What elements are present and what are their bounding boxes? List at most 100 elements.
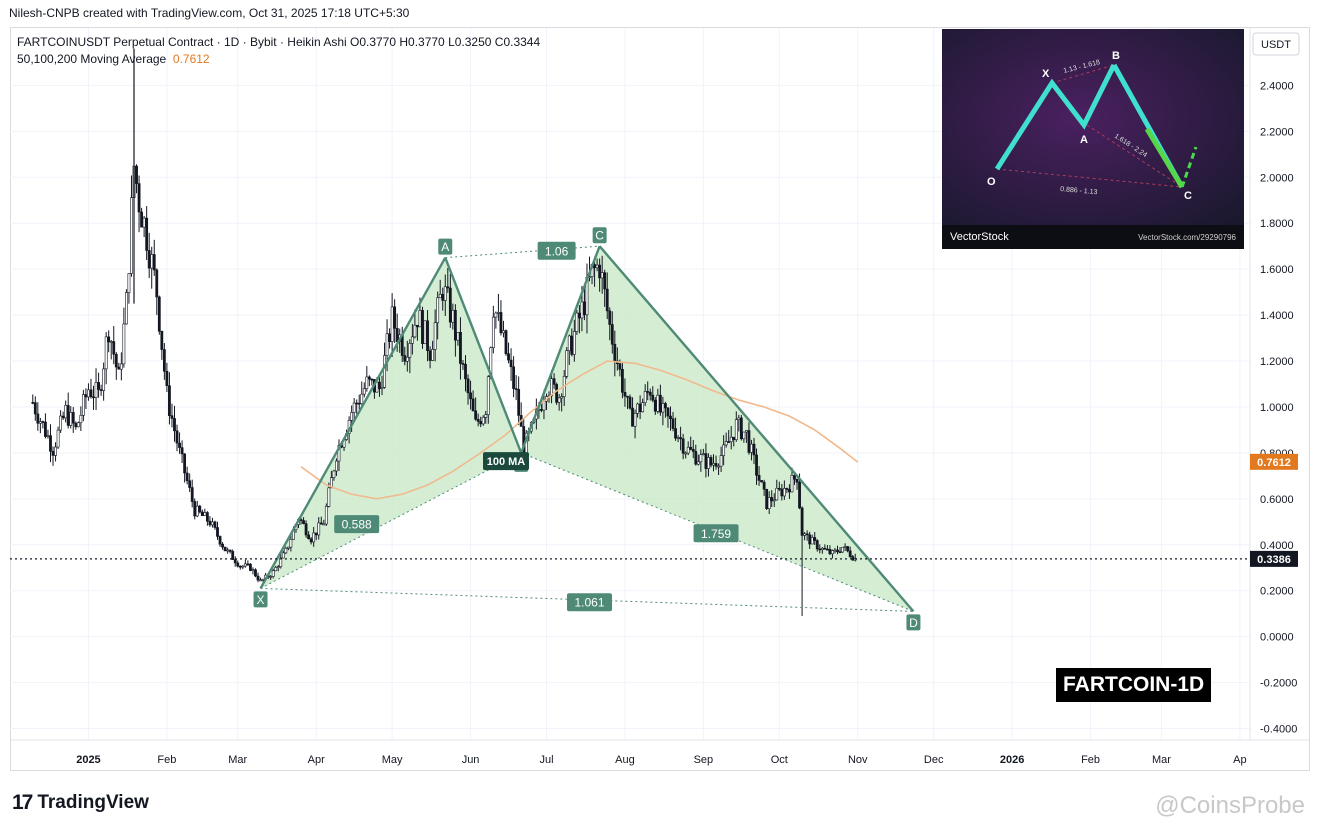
candle bbox=[841, 546, 844, 553]
candle bbox=[302, 520, 305, 524]
candle bbox=[714, 463, 718, 467]
candle bbox=[772, 499, 776, 502]
candle bbox=[800, 507, 804, 536]
candle bbox=[451, 309, 455, 323]
candle bbox=[365, 376, 369, 389]
ratio-label: 0.588 bbox=[342, 518, 372, 532]
candle bbox=[686, 446, 690, 454]
candle bbox=[357, 402, 361, 405]
candle bbox=[383, 355, 386, 388]
candle bbox=[130, 197, 133, 274]
candle bbox=[140, 211, 143, 228]
candle bbox=[94, 382, 98, 398]
ratio-badge bbox=[567, 593, 613, 612]
candle bbox=[795, 478, 799, 483]
candle bbox=[433, 322, 437, 350]
candle bbox=[418, 310, 422, 328]
candle bbox=[717, 465, 720, 468]
candle bbox=[276, 566, 280, 568]
candle bbox=[471, 398, 475, 412]
candle bbox=[335, 460, 338, 472]
point-x-badge bbox=[253, 591, 268, 608]
tradingview-logo-mark: 17 bbox=[12, 791, 33, 814]
candle bbox=[286, 546, 290, 549]
candle bbox=[653, 399, 657, 412]
candle bbox=[767, 497, 771, 510]
candle bbox=[180, 447, 184, 455]
candle bbox=[203, 512, 207, 517]
chart-frame bbox=[10, 27, 1310, 771]
candle bbox=[378, 381, 381, 389]
ma-legend-label: 50,100,200 Moving Average bbox=[17, 52, 167, 66]
candle bbox=[441, 294, 445, 301]
candle bbox=[605, 288, 609, 312]
candle bbox=[770, 497, 774, 502]
candle bbox=[324, 506, 328, 525]
x-tick-label: Apr bbox=[308, 754, 325, 766]
candle bbox=[390, 306, 394, 342]
svg-text:B: B bbox=[1112, 50, 1120, 62]
chart-credit: Nilesh-CNPB created with TradingView.com… bbox=[9, 6, 410, 20]
candle bbox=[185, 472, 189, 482]
candle bbox=[385, 333, 389, 356]
candle bbox=[823, 547, 827, 550]
candle bbox=[684, 452, 688, 455]
point-a-badge bbox=[438, 238, 453, 255]
x-tick-label: Jun bbox=[462, 754, 480, 766]
candle bbox=[499, 312, 503, 334]
candle bbox=[552, 378, 556, 385]
candle bbox=[732, 436, 736, 440]
candle bbox=[722, 444, 726, 456]
candle bbox=[218, 536, 222, 545]
candle bbox=[828, 549, 832, 555]
candle bbox=[443, 286, 447, 301]
y-tick-label: 1.0000 bbox=[1260, 402, 1294, 414]
candle bbox=[352, 402, 356, 413]
candle bbox=[205, 512, 209, 522]
tradingview-logo[interactable]: 17 TradingView bbox=[12, 791, 149, 815]
ma-marker-badge bbox=[483, 452, 529, 471]
candle bbox=[626, 395, 629, 398]
reference-url: VectorStock.com/29290796 bbox=[1138, 232, 1236, 242]
candles bbox=[31, 48, 857, 616]
candle bbox=[370, 378, 374, 381]
candle bbox=[279, 557, 283, 567]
unit-badge[interactable] bbox=[1252, 32, 1300, 56]
svg-text:X: X bbox=[1042, 68, 1050, 80]
candle bbox=[332, 470, 336, 478]
candle bbox=[112, 341, 116, 355]
candle bbox=[514, 388, 518, 390]
candle bbox=[46, 435, 50, 437]
candle bbox=[739, 417, 743, 440]
candle bbox=[689, 446, 693, 450]
candle bbox=[669, 415, 672, 420]
candle bbox=[216, 527, 219, 537]
candle bbox=[312, 532, 316, 543]
candle bbox=[671, 418, 675, 429]
candle bbox=[448, 287, 452, 323]
candle bbox=[337, 445, 341, 462]
x-tick-label: Mar bbox=[1152, 754, 1171, 766]
candle bbox=[512, 366, 515, 389]
candle bbox=[355, 402, 359, 405]
candle bbox=[162, 349, 166, 372]
candle bbox=[818, 548, 822, 551]
candle bbox=[178, 442, 181, 448]
candle bbox=[704, 453, 708, 469]
candle bbox=[193, 501, 197, 517]
candle bbox=[486, 376, 490, 415]
y-tick-label: 2.4000 bbox=[1260, 80, 1294, 92]
candle bbox=[145, 217, 149, 251]
candle bbox=[651, 394, 655, 401]
y-tick-label: 0.0000 bbox=[1260, 632, 1294, 644]
ma-legend-value: 0.7612 bbox=[172, 52, 210, 66]
candle bbox=[71, 412, 75, 424]
candle bbox=[195, 505, 199, 517]
candle bbox=[36, 413, 40, 424]
candle bbox=[572, 331, 576, 355]
candle bbox=[231, 551, 235, 560]
x-tick-label: Sep bbox=[694, 754, 714, 766]
candle bbox=[621, 368, 624, 393]
pattern-reference-image: O X A B C 1.13 - 1.618 1.618 - 2.24 0.88… bbox=[942, 29, 1244, 249]
